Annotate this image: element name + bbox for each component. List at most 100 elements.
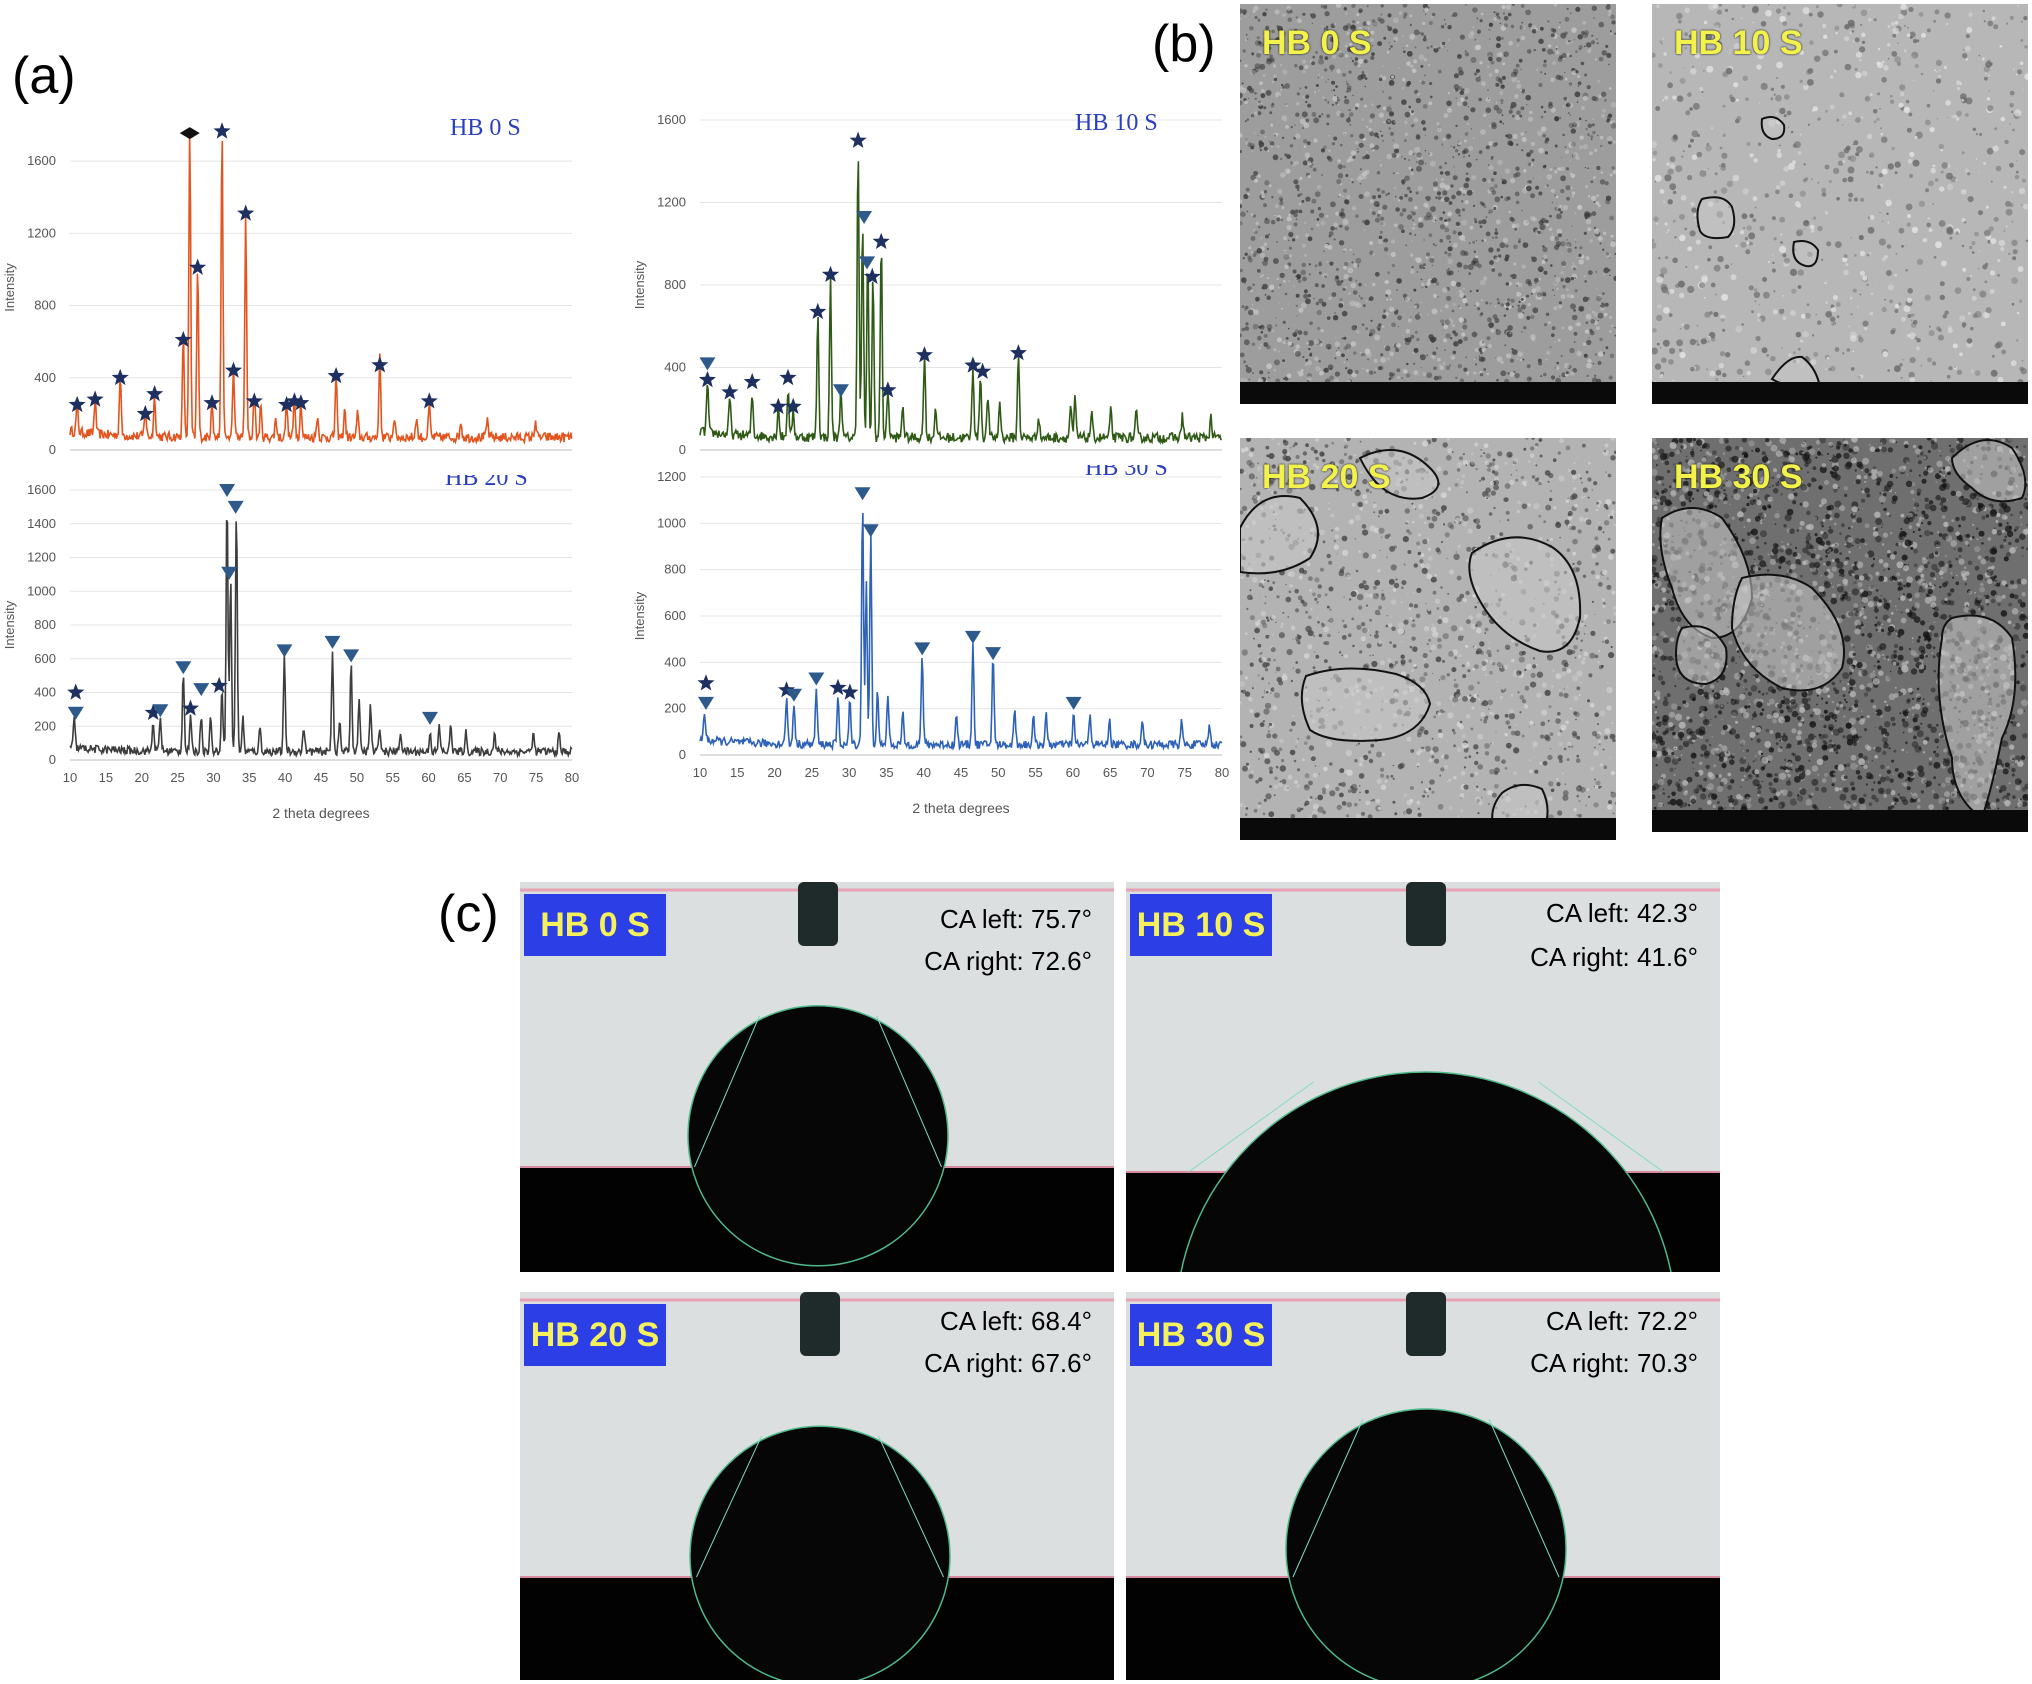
ca-left-value: CA left: 75.7° xyxy=(939,904,1092,934)
sem-image-hb0s: HB 0 S xyxy=(1240,4,1616,404)
star-marker xyxy=(213,122,231,139)
star-marker xyxy=(292,394,310,411)
sem-label: HB 30 S xyxy=(1674,458,1803,496)
star-marker xyxy=(210,676,228,693)
xrd-chart-hb20s: 0 200 400 600 800 1000 1200 1400 1600 10 15 20 25 30 3… xyxy=(0,475,600,835)
triangle-marker xyxy=(862,524,879,538)
x-tick-label: 10 xyxy=(693,765,707,780)
star-marker xyxy=(237,204,255,221)
x-tick-label: 65 xyxy=(1103,765,1117,780)
star-marker xyxy=(111,368,129,386)
triangle-marker xyxy=(832,384,849,398)
sem-label: HB 10 S xyxy=(1674,24,1803,62)
x-tick-label: 80 xyxy=(565,770,579,785)
star-marker xyxy=(224,361,243,378)
x-tick-label: 30 xyxy=(842,765,856,780)
xrd-plot: 0 400 800 1200 1600 Intensity HB 0 S xyxy=(2,115,573,457)
x-tick-label: 50 xyxy=(991,765,1005,780)
xrd-chart-hb30s: 0 200 400 600 800 1000 1200 10 15 20 25 30 35 40 45 50 5… xyxy=(630,465,1240,825)
star-marker xyxy=(174,330,192,348)
grain-outline xyxy=(1240,495,1319,575)
y-tick-label: 0 xyxy=(679,442,686,457)
star-marker xyxy=(964,356,982,373)
sample-badge: HB 10 S xyxy=(1130,894,1272,956)
triangle-marker xyxy=(193,683,210,697)
sem-image-hb30s: HB 30 S xyxy=(1652,438,2028,832)
grain-outline xyxy=(1950,439,2027,503)
triangle-marker xyxy=(964,630,981,644)
y-tick-label: 1000 xyxy=(657,515,686,530)
y-tick-label: 600 xyxy=(34,651,56,666)
grain-outline xyxy=(1696,196,1736,240)
series-line xyxy=(699,161,1222,446)
y-axis-label: Intensity xyxy=(2,263,17,312)
star-marker xyxy=(146,385,164,402)
y-tick-label: 0 xyxy=(679,747,686,762)
sample-badge: HB 20 S xyxy=(524,1304,666,1366)
star-marker xyxy=(915,346,933,363)
y-tick-label: 800 xyxy=(664,277,686,292)
x-axis-label: 2 theta degrees xyxy=(912,800,1009,816)
x-tick-label: 55 xyxy=(385,770,399,785)
x-tick-label: 70 xyxy=(493,770,507,785)
xrd-chart-hb0s: 0 400 800 1200 1600 Intensity HB 0 S xyxy=(0,105,600,475)
x-tick-label: 70 xyxy=(1140,765,1154,780)
star-marker xyxy=(420,392,438,409)
xrd-chart-hb10s: 0 400 800 1200 1600 Intensity HB 10 S xyxy=(630,105,1240,475)
y-tick-label: 1200 xyxy=(657,195,686,210)
contact-angle-image-hb20s: HB 20 S CA left: 68.4° CA right: 67.6° xyxy=(520,1292,1114,1680)
series-name-label: HB 30 S xyxy=(1085,465,1168,481)
x-tick-label: 75 xyxy=(529,770,543,785)
triangle-marker xyxy=(276,644,293,658)
star-marker xyxy=(863,267,881,284)
y-tick-label: 0 xyxy=(49,752,56,767)
y-tick-label: 200 xyxy=(664,701,686,716)
droplet xyxy=(1285,1408,1567,1680)
xrd-plot: 0 200 400 600 800 1000 1200 1400 1600 10 15 20 25 30 3… xyxy=(2,475,579,821)
star-marker xyxy=(327,367,345,384)
triangle-marker xyxy=(914,642,931,656)
star-marker xyxy=(809,302,827,320)
star-marker xyxy=(721,383,739,400)
needle xyxy=(798,882,838,946)
x-tick-label: 20 xyxy=(134,770,148,785)
star-marker xyxy=(769,397,787,414)
triangle-marker xyxy=(859,256,876,270)
y-axis-label: Intensity xyxy=(632,591,647,640)
grain-outline xyxy=(1300,667,1432,742)
triangle-marker xyxy=(985,647,1002,661)
grain-outline xyxy=(1491,783,1549,830)
x-tick-label: 75 xyxy=(1177,765,1191,780)
sem-scale-bar xyxy=(1240,382,1616,404)
x-tick-label: 40 xyxy=(916,765,930,780)
star-marker xyxy=(136,404,154,422)
y-tick-label: 400 xyxy=(664,360,686,375)
star-marker xyxy=(189,258,207,275)
panel-label-b: (b) xyxy=(1152,15,1216,73)
y-tick-label: 800 xyxy=(34,298,56,313)
y-tick-label: 1600 xyxy=(657,112,686,127)
triangle-marker xyxy=(343,649,360,663)
series-line xyxy=(699,512,1223,752)
droplet xyxy=(1180,1071,1672,1272)
xrd-plot: 0 400 800 1200 1600 Intensity HB 10 S xyxy=(632,110,1222,457)
star-marker xyxy=(203,394,221,411)
needle xyxy=(1406,1292,1446,1356)
series-name-label: HB 10 S xyxy=(1075,110,1158,136)
panel-label-a: (a) xyxy=(12,47,76,105)
y-tick-label: 1400 xyxy=(27,516,56,531)
y-tick-label: 200 xyxy=(34,718,56,733)
triangle-marker xyxy=(324,635,341,649)
star-marker xyxy=(829,678,847,696)
star-marker xyxy=(784,397,802,414)
y-tick-label: 800 xyxy=(664,562,686,577)
xrd-plot: 0 200 400 600 800 1000 1200 10 15 20 25 30 35 40 45 50 5… xyxy=(632,465,1229,816)
x-tick-label: 45 xyxy=(314,770,328,785)
tangent-line xyxy=(876,1015,942,1168)
y-tick-label: 1000 xyxy=(27,583,56,598)
tangent-line xyxy=(1292,1418,1364,1578)
x-tick-label: 50 xyxy=(350,770,364,785)
series-name-label: HB 0 S xyxy=(450,115,521,141)
x-tick-label: 25 xyxy=(170,770,184,785)
y-tick-label: 1600 xyxy=(27,153,56,168)
